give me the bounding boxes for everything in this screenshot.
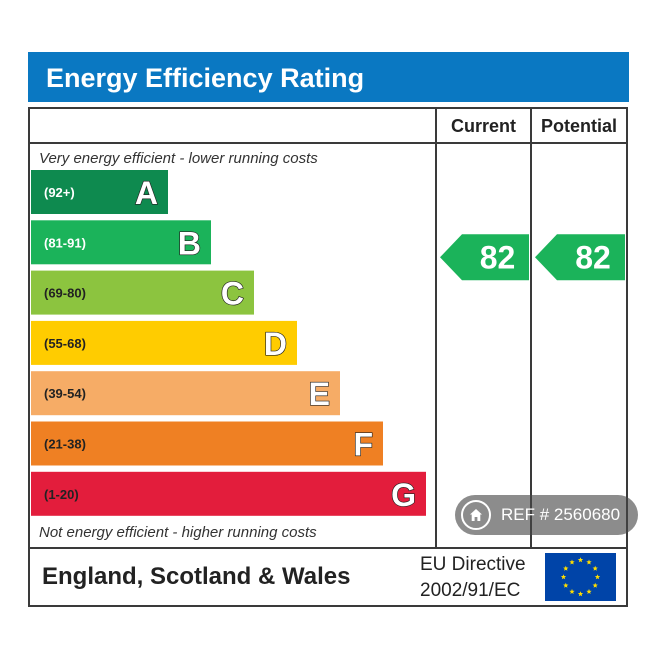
band-d-letter: D [264, 326, 287, 362]
chart-title: Energy Efficiency Rating [46, 63, 364, 93]
potential-arrow [535, 234, 625, 281]
band-f [31, 421, 383, 466]
eu-star [577, 591, 584, 597]
footer-region: England, Scotland & Wales [42, 563, 350, 590]
band-g-letter: G [391, 477, 416, 513]
eu-star [577, 557, 584, 563]
eu-star [563, 565, 569, 571]
eu-stars [560, 557, 601, 597]
potential-score: 82 [575, 239, 611, 275]
band-c-range: (69-80) [44, 286, 86, 301]
title-bar [28, 52, 629, 102]
home-icon [461, 500, 491, 530]
band-f-letter: F [353, 427, 373, 463]
band-g-range: (1-20) [44, 487, 79, 502]
band-b [31, 220, 211, 265]
eu-star [592, 565, 598, 571]
band-b-letter: B [178, 225, 201, 261]
column-header-potential: Potential [541, 116, 617, 136]
band-c [31, 270, 254, 315]
eu-star [563, 582, 569, 588]
band-f-range: (21-38) [44, 437, 86, 452]
score-arrows: 82 82 [440, 234, 625, 281]
current-arrow [440, 234, 529, 281]
eu-star [560, 574, 567, 580]
rating-bands: (92+) A (81-91) B (69-80) C (55-68) D (39-54) E (2… [31, 170, 426, 516]
eu-star [569, 588, 575, 594]
eu-star [592, 582, 598, 588]
reference-badge: REF # 2560680 [455, 495, 638, 535]
reference-text: REF # 2560680 [501, 505, 621, 524]
band-e-range: (39-54) [44, 386, 86, 401]
top-note: Very energy efficient - lower running co… [39, 150, 318, 167]
band-c-letter: C [221, 276, 244, 312]
current-score: 82 [480, 239, 516, 275]
eu-star [586, 588, 592, 594]
band-d-range: (55-68) [44, 336, 86, 351]
band-b-range: (81-91) [44, 235, 86, 250]
band-e [31, 371, 340, 416]
chart-frame [28, 107, 628, 607]
eu-star [569, 559, 575, 565]
bottom-note: Not energy efficient - higher running co… [39, 524, 317, 541]
band-e-letter: E [309, 376, 330, 412]
eu-star [586, 559, 592, 565]
outer-frame [28, 107, 628, 607]
band-a-range: (92+) [44, 185, 75, 200]
directive-line-1: EU Directive [420, 554, 526, 575]
directive-line-2: 2002/91/EC [420, 580, 520, 601]
band-d [31, 320, 297, 365]
eu-star [594, 574, 601, 580]
band-a-letter: A [135, 175, 158, 211]
column-header-current: Current [451, 116, 516, 136]
band-a [31, 170, 168, 214]
band-g [31, 471, 426, 516]
